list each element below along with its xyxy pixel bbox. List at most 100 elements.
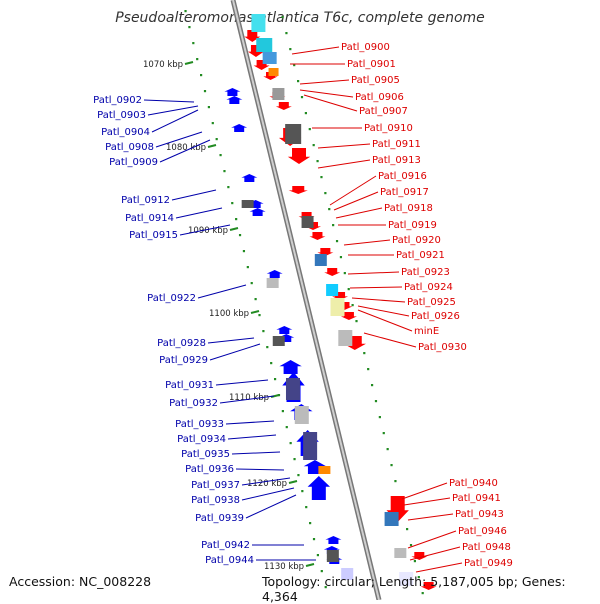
gene-label-left[interactable]: Patl_0932 (169, 398, 218, 409)
scale-tick (262, 330, 265, 333)
gene-label-right[interactable]: Patl_0910 (364, 123, 413, 134)
gene-label-right[interactable]: Patl_0943 (455, 509, 504, 520)
gene-label-left[interactable]: Patl_0922 (147, 293, 196, 304)
gene-label-left[interactable]: Patl_0942 (201, 540, 250, 551)
gene-label-right[interactable]: Patl_0924 (404, 282, 453, 293)
gene-label-left[interactable]: Patl_0935 (181, 449, 230, 460)
gene-label-right[interactable]: Patl_0926 (411, 311, 460, 322)
scale-tick (293, 458, 296, 461)
label-connector (225, 420, 275, 425)
gene-label-left[interactable]: Patl_0934 (177, 434, 226, 445)
gene-label-left[interactable]: Patl_0939 (195, 513, 244, 524)
gene-label-right[interactable]: Patl_0923 (401, 267, 450, 278)
gene-label-right[interactable]: Patl_0925 (407, 297, 456, 308)
gene-label-right[interactable]: Patl_0919 (388, 220, 437, 231)
label-connector (403, 497, 451, 506)
label-connector (407, 530, 457, 549)
gene-label-left[interactable]: Patl_0929 (159, 355, 208, 366)
gene-label-right[interactable]: Patl_0906 (355, 92, 404, 103)
label-connector (151, 109, 199, 133)
gene-label-right[interactable]: Patl_0907 (359, 106, 408, 117)
kbp-tick-label: 1130 kbp (264, 562, 304, 572)
gene-label-left[interactable]: Patl_0936 (185, 464, 234, 475)
scale-tick (242, 250, 246, 253)
forward-gene-arrow (275, 102, 292, 110)
scale-tick (370, 384, 374, 387)
gene-label-right[interactable]: Patl_0946 (458, 526, 507, 537)
left-gene-box (326, 550, 339, 562)
left-gene-box (241, 200, 254, 208)
label-connector (299, 89, 354, 98)
forward-gene-arrow (287, 148, 311, 164)
gene-label-left[interactable]: Patl_0912 (121, 195, 170, 206)
gene-label-right[interactable]: Patl_0949 (464, 558, 513, 569)
right-gene-box (330, 298, 345, 316)
forward-gene-arrow (340, 312, 357, 320)
kbp-tick-mark (305, 563, 315, 567)
gene-label-right[interactable]: Patl_0913 (372, 155, 421, 166)
scale-tick (304, 112, 307, 115)
gene-label-left[interactable]: Patl_0914 (125, 213, 174, 224)
gene-label-left[interactable]: Patl_0909 (109, 157, 158, 168)
forward-gene-arrow (411, 552, 428, 560)
gene-label-left[interactable]: Patl_0928 (157, 338, 206, 349)
gene-label-right[interactable]: Patl_0911 (372, 139, 421, 150)
right-gene-box (251, 14, 266, 32)
label-connector (231, 451, 281, 455)
label-connector (409, 546, 461, 561)
reverse-gene-arrow (325, 536, 342, 544)
gene-label-right[interactable]: Patl_0948 (462, 542, 511, 553)
scale-tick (211, 122, 214, 125)
gene-label-right[interactable]: Patl_0920 (392, 235, 441, 246)
scale-tick (312, 144, 315, 147)
gene-label-right[interactable]: Patl_0916 (378, 171, 427, 182)
gene-label-left[interactable]: Patl_0938 (191, 495, 240, 506)
gene-label-right[interactable]: Patl_0941 (452, 493, 501, 504)
gene-label-left[interactable]: Patl_0904 (101, 127, 150, 138)
gene-label-left[interactable]: Patl_0931 (165, 380, 214, 391)
gene-label-right[interactable]: Patl_0940 (449, 478, 498, 489)
gene-label-left[interactable]: Patl_0937 (191, 480, 240, 491)
scale-tick (270, 362, 273, 365)
gene-label-right[interactable]: Patl_0917 (380, 187, 429, 198)
scale-tick (281, 410, 284, 413)
gene-label-right[interactable]: Patl_0900 (341, 42, 390, 53)
right-gene-box (285, 124, 302, 144)
gene-label-right[interactable]: Patl_0905 (351, 75, 400, 86)
kbp-tick-label: 1070 kbp (143, 60, 183, 70)
forward-gene-arrow (324, 268, 341, 276)
gene-label-left[interactable]: Patl_0933 (175, 419, 224, 430)
gene-label-left[interactable]: Patl_0903 (97, 110, 146, 121)
label-connector (351, 297, 406, 303)
gene-label-left[interactable]: Patl_0915 (129, 230, 178, 241)
scale-tick (203, 90, 207, 93)
label-connector (299, 79, 350, 85)
scale-tick (192, 42, 195, 45)
gene-label-right[interactable]: Patl_0901 (347, 59, 396, 70)
gene-label-right[interactable]: minE (414, 326, 439, 337)
gene-label-right[interactable]: Patl_0918 (384, 203, 433, 214)
scale-tick (246, 266, 249, 269)
forward-gene-arrow (309, 232, 326, 240)
scale-tick (231, 202, 234, 205)
right-gene-box (256, 38, 273, 52)
label-connector (357, 309, 413, 332)
gene-label-left[interactable]: Patl_0908 (105, 142, 154, 153)
label-connector (335, 207, 383, 219)
gene-label-right[interactable]: Patl_0930 (418, 342, 467, 353)
gene-label-left[interactable]: Patl_0902 (93, 95, 142, 106)
left-gene-box (303, 432, 318, 460)
reverse-gene-arrow (241, 174, 258, 182)
scale-tick (378, 416, 381, 419)
gene-label-right[interactable]: Patl_0921 (396, 250, 445, 261)
label-connector (343, 239, 391, 246)
scale-tick (308, 128, 311, 131)
map-title: Pseudoalteromonas atlantica T6c, complet… (115, 10, 485, 26)
left-gene-box (318, 466, 331, 474)
scale-tick (320, 176, 323, 179)
gene-label-left[interactable]: Patl_0944 (205, 555, 254, 566)
scale-tick (351, 304, 354, 307)
left-gene-box (272, 336, 285, 346)
label-connector (155, 131, 203, 148)
